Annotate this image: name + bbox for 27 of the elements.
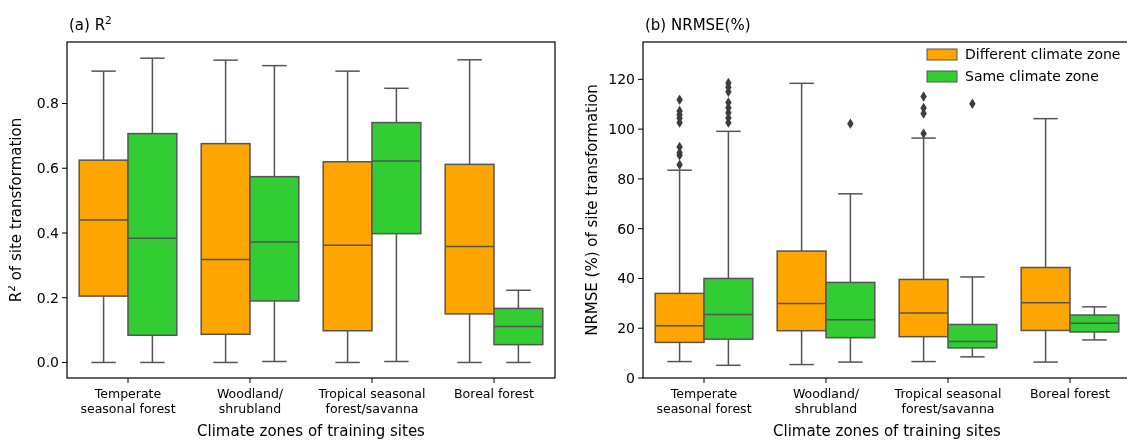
x-tick-label: Temperate seasonal forest [80,386,176,416]
x-axis-title: Climate zones of training sites [197,422,426,440]
legend-label: Same climate zone [965,68,1099,84]
y-tick-label: 0.0 [36,354,59,371]
x-tick-label: Tropical seasonal forest/savanna [317,386,426,416]
y-tick-label: 0.4 [36,224,60,241]
x-tick-label: Tropical seasonal forest/savanna [893,386,1002,416]
legend-label: Different climate zone [965,46,1121,62]
x-tick-label: Temperate seasonal forest [656,386,752,416]
y-tick-label: 100 [608,121,635,138]
y-tick-label: 0.6 [36,160,60,177]
chart-title: (a) R$^{2}$ [69,14,112,34]
y-tick-label: 20 [617,320,635,337]
y-axis-title: NRMSE (%) of site transformation [583,84,601,336]
x-tick-label: Woodland/ shrubland [216,386,284,416]
x-tick-label: Woodland/ shrubland [792,386,860,416]
y-tick-label: 0.8 [36,95,59,112]
x-tick-label: Boreal forest [454,386,535,401]
y-tick-label: 80 [617,170,635,187]
y-tick-label: 60 [617,220,635,237]
x-axis-title: Climate zones of training sites [773,422,1002,440]
y-tick-label: 40 [617,270,635,287]
chart-title: (b) NRMSE(%) [645,16,751,34]
y-tick-label: 120 [608,71,635,88]
x-tick-label: Boreal forest [1030,386,1111,401]
y-tick-label: 0 [626,369,635,386]
y-tick-label: 0.2 [36,289,59,306]
